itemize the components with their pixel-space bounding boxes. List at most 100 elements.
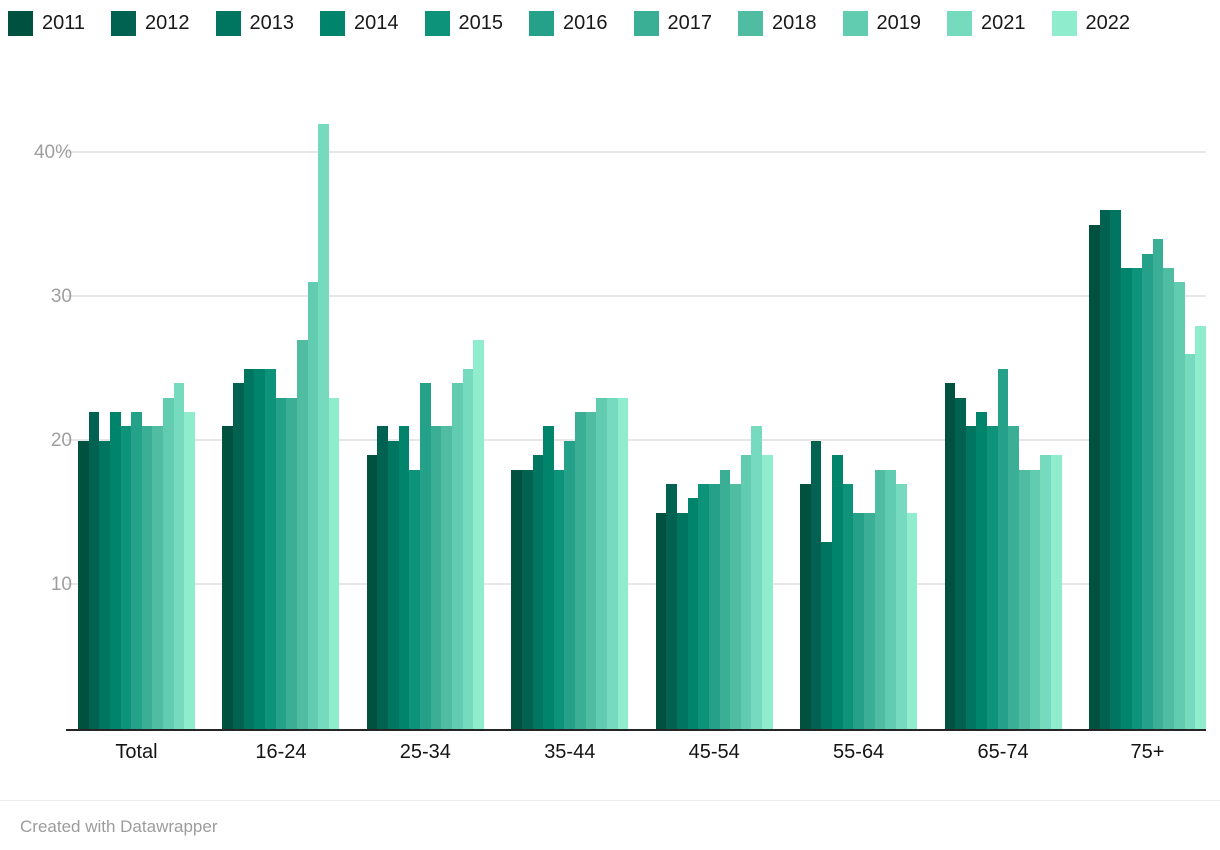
bar-75+-2013[interactable]	[1110, 210, 1121, 729]
bar-45-54-2012[interactable]	[666, 484, 677, 729]
bar-Total-2014[interactable]	[109, 412, 121, 729]
bar-55-64-2016[interactable]	[853, 512, 864, 729]
bar-35-44-2011[interactable]	[511, 469, 522, 729]
bar-65-74-2017[interactable]	[1008, 426, 1020, 729]
bar-75+-2014[interactable]	[1120, 267, 1132, 729]
bar-25-34-2017[interactable]	[430, 426, 442, 729]
legend-label-2017: 2017	[667, 12, 713, 34]
bar-75+-2021[interactable]	[1184, 354, 1196, 729]
bar-35-44-2017[interactable]	[575, 412, 586, 729]
bar-25-34-2016[interactable]	[420, 383, 431, 729]
bar-16-24-2018[interactable]	[296, 339, 308, 729]
bar-55-64-2022[interactable]	[906, 512, 918, 729]
bar-75+-2012[interactable]	[1099, 210, 1111, 729]
bar-35-44-2013[interactable]	[532, 455, 544, 729]
bar-55-64-2011[interactable]	[800, 484, 811, 729]
bar-16-24-2017[interactable]	[286, 397, 297, 729]
bar-45-54-2017[interactable]	[719, 469, 731, 729]
bar-25-34-2018[interactable]	[441, 426, 452, 729]
bar-25-34-2013[interactable]	[388, 440, 399, 729]
bar-35-44-2022[interactable]	[617, 397, 629, 729]
bar-45-54-2015[interactable]	[698, 484, 709, 729]
bar-Total-2011[interactable]	[78, 440, 89, 729]
bar-16-24-2016[interactable]	[275, 397, 287, 729]
bar-65-74-2014[interactable]	[976, 412, 988, 729]
legend-swatch-2016	[529, 11, 555, 36]
bar-55-64-2014[interactable]	[832, 455, 843, 729]
bar-35-44-2015[interactable]	[553, 469, 565, 729]
bar-Total-2018[interactable]	[152, 426, 164, 729]
bar-75+-2016[interactable]	[1142, 253, 1153, 729]
bar-16-24-2022[interactable]	[328, 397, 340, 729]
bar-Total-2015[interactable]	[120, 426, 132, 729]
bar-65-74-2011[interactable]	[944, 383, 956, 729]
bar-55-64-2012[interactable]	[810, 440, 822, 729]
bar-45-54-2019[interactable]	[740, 455, 752, 729]
bar-16-24-2012[interactable]	[233, 383, 244, 729]
bar-75+-2019[interactable]	[1174, 282, 1185, 729]
x-axis-label-35-44: 35-44	[544, 741, 596, 763]
bar-75+-2015[interactable]	[1131, 267, 1143, 729]
legend-swatch-2018	[738, 11, 764, 36]
bar-35-44-2019[interactable]	[596, 397, 608, 729]
footer-divider	[0, 800, 1220, 801]
bar-Total-2021[interactable]	[173, 383, 185, 729]
bar-65-74-2016[interactable]	[997, 368, 1009, 729]
bar-55-64-2015[interactable]	[842, 484, 854, 729]
bar-75+-2011[interactable]	[1088, 224, 1100, 729]
bar-45-54-2018[interactable]	[730, 484, 741, 729]
bar-45-54-2022[interactable]	[762, 455, 773, 729]
bar-55-64-2021[interactable]	[895, 484, 907, 729]
bar-55-64-2019[interactable]	[885, 469, 896, 729]
bar-25-34-2012[interactable]	[377, 426, 389, 729]
bar-35-44-2021[interactable]	[607, 397, 618, 729]
y-axis-tick-label-20: 20	[50, 429, 72, 451]
bar-35-44-2014[interactable]	[543, 426, 554, 729]
bar-65-74-2021[interactable]	[1040, 455, 1051, 729]
bar-group-Total	[78, 95, 196, 729]
bar-16-24-2021[interactable]	[318, 123, 329, 729]
bar-16-24-2019[interactable]	[307, 282, 319, 729]
bar-25-34-2021[interactable]	[462, 368, 474, 729]
bar-45-54-2016[interactable]	[708, 484, 720, 729]
bar-16-24-2013[interactable]	[243, 368, 255, 729]
datawrapper-credit-link[interactable]: Created with Datawrapper	[20, 817, 218, 836]
bar-25-34-2014[interactable]	[398, 426, 410, 729]
legend-label-2022: 2022	[1085, 12, 1131, 34]
bar-75+-2018[interactable]	[1163, 267, 1175, 729]
bar-65-74-2012[interactable]	[955, 397, 966, 729]
bar-75+-2017[interactable]	[1152, 239, 1164, 729]
legend-swatch-2021	[947, 11, 973, 36]
bar-Total-2016[interactable]	[131, 412, 142, 729]
bar-25-34-2019[interactable]	[451, 383, 463, 729]
bar-Total-2022[interactable]	[184, 412, 196, 729]
bar-65-74-2015[interactable]	[987, 426, 998, 729]
bar-25-34-2015[interactable]	[409, 469, 421, 729]
bar-55-64-2013[interactable]	[821, 541, 833, 729]
bar-45-54-2021[interactable]	[751, 426, 763, 729]
bar-25-34-2022[interactable]	[473, 339, 484, 729]
bar-35-44-2018[interactable]	[585, 412, 597, 729]
bar-55-64-2017[interactable]	[863, 512, 875, 729]
bar-65-74-2013[interactable]	[965, 426, 977, 729]
bar-45-54-2013[interactable]	[676, 512, 688, 729]
bar-Total-2017[interactable]	[141, 426, 153, 729]
bar-45-54-2011[interactable]	[655, 512, 667, 729]
bar-25-34-2011[interactable]	[366, 455, 378, 729]
bar-65-74-2018[interactable]	[1019, 469, 1030, 729]
bar-Total-2019[interactable]	[163, 397, 174, 729]
bar-35-44-2016[interactable]	[564, 440, 576, 729]
bar-75+-2022[interactable]	[1195, 325, 1206, 729]
bar-16-24-2014[interactable]	[254, 368, 265, 729]
gridlines	[66, 95, 1206, 729]
bar-Total-2013[interactable]	[99, 440, 110, 729]
bar-35-44-2012[interactable]	[521, 469, 533, 729]
bar-Total-2012[interactable]	[88, 412, 100, 729]
bar-45-54-2014[interactable]	[687, 498, 699, 729]
bar-65-74-2019[interactable]	[1029, 469, 1041, 729]
bar-16-24-2015[interactable]	[264, 368, 276, 729]
bar-65-74-2022[interactable]	[1050, 455, 1062, 729]
legend-label-2018: 2018	[772, 12, 817, 34]
bar-16-24-2011[interactable]	[222, 426, 234, 729]
bar-55-64-2018[interactable]	[874, 469, 886, 729]
